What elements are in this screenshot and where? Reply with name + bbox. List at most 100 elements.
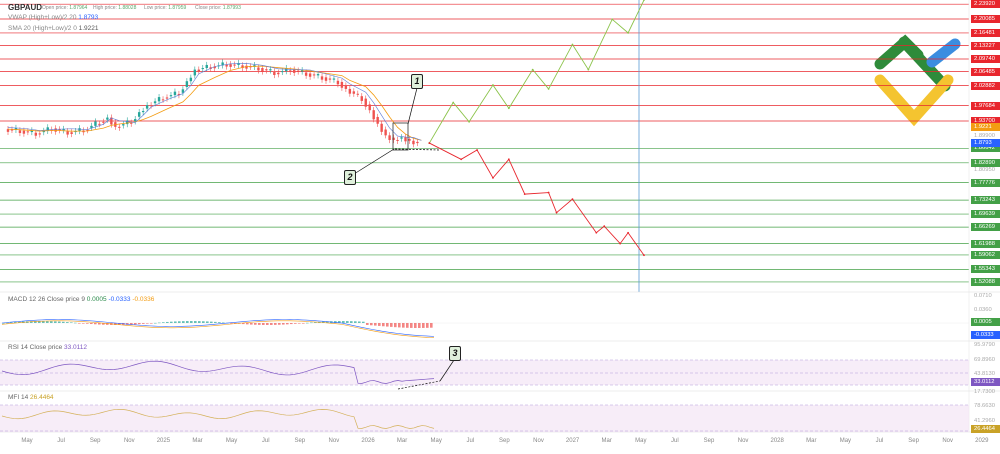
price-level-tag: 1.59062: [971, 250, 1000, 259]
forecast-bullish-point: [643, 0, 645, 1]
macd-histogram-bar: [114, 323, 117, 325]
macd-histogram-bar: [118, 323, 121, 325]
macd-legend-macd: -0.0333: [108, 296, 131, 303]
mfi-axis-label: 78.6630: [974, 403, 995, 409]
time-axis-label: Sep: [499, 438, 510, 444]
forecast-bullish-point: [492, 84, 494, 86]
sma-legend-name: SMA 20 (High+Low)/2 0: [8, 25, 77, 32]
candle-body: [376, 116, 379, 124]
rsi-axis-label: 95.9790: [974, 342, 995, 348]
logo-stroke: [898, 36, 951, 92]
candle-body: [400, 137, 403, 139]
macd-line: [1, 319, 435, 337]
candle-body: [261, 68, 264, 72]
candle-body: [320, 76, 324, 80]
macd-histogram-bar: [246, 323, 249, 325]
candle-body: [30, 130, 34, 133]
candle-body: [332, 78, 336, 80]
candle-body: [161, 99, 165, 101]
vwap-line: [7, 63, 422, 141]
macd-histogram-bar: [142, 323, 145, 324]
macd-histogram-bar: [2, 323, 5, 324]
time-axis-label: Jul: [671, 438, 679, 444]
vwap-legend-value: 1.8793: [78, 14, 99, 21]
candle-body: [185, 81, 189, 87]
price-level-tag: 1.55343: [971, 265, 1000, 274]
forecast-bullish-point: [571, 43, 574, 46]
macd-histogram-bar: [174, 321, 177, 323]
candle-body: [62, 128, 65, 131]
macd-histogram-bar: [422, 323, 425, 328]
macd-histogram-bar: [198, 321, 201, 323]
macd-histogram-bar: [410, 323, 413, 328]
macd-histogram-bar: [326, 321, 329, 323]
indicator-price-tag: 1.8793: [971, 139, 1000, 148]
macd-histogram-bar: [202, 321, 205, 323]
candle-body: [106, 117, 109, 120]
macd-histogram-bar: [282, 323, 285, 325]
macd-signal-line: [1, 320, 435, 338]
macd-histogram-bar: [90, 323, 93, 325]
callout-1: 1: [411, 74, 423, 89]
macd-histogram-bar: [430, 323, 433, 328]
price-level-tag: 2.09740: [971, 55, 1000, 63]
macd-histogram-bar: [30, 321, 33, 323]
indicator-price-tag: 1.9221: [971, 122, 1000, 131]
vwap-legend: VWAP (High+Low)/2 20 1.8793: [8, 14, 98, 22]
candle-body: [102, 121, 105, 123]
macd-histogram-bar: [294, 323, 297, 324]
macd-histogram-bar: [86, 323, 89, 324]
macd-histogram-bar: [354, 321, 357, 323]
macd-histogram-bar: [298, 323, 301, 324]
candle-body: [289, 70, 292, 72]
macd-histogram-bar: [242, 323, 245, 325]
candle-body: [137, 112, 141, 117]
price-axis-label: 1.89900: [974, 132, 995, 139]
rsi-axis-label: 69.8960: [974, 357, 995, 363]
price-axis-label: 1.80950: [974, 167, 995, 174]
ohlc-item: High price: 1.88028: [93, 5, 136, 11]
ohlc-value: 1.87959: [168, 5, 187, 11]
candle-body: [122, 124, 125, 126]
candle-body: [193, 69, 197, 76]
macd-histogram-bar: [154, 322, 157, 324]
macd-histogram-bar: [170, 321, 173, 323]
price-level-tag: 2.20085: [971, 15, 1000, 23]
candle-body: [86, 129, 89, 131]
candle-body: [78, 128, 81, 132]
macd-histogram-bar: [78, 323, 81, 324]
candle-body: [197, 69, 200, 72]
forecast-bullish-point: [611, 18, 614, 21]
macd-histogram-bar: [210, 321, 213, 323]
candle-body: [281, 71, 284, 73]
macd-value-tag: -0.0333: [971, 331, 1000, 339]
candle-body: [364, 98, 367, 107]
candle-body: [10, 129, 14, 131]
time-axis-label: Jul: [466, 438, 475, 444]
ohlc-label: High price:: [93, 5, 119, 11]
candle-body: [134, 119, 137, 122]
forecast-bearish-point: [547, 191, 550, 194]
time-axis-label: 2026: [361, 438, 375, 444]
time-axis-label: Nov: [328, 438, 340, 444]
candle-body: [34, 132, 38, 136]
candle-body: [50, 129, 53, 131]
rsi-axis-label: 43.8130: [974, 371, 995, 377]
macd-axis-label: 0.0360: [974, 307, 992, 313]
candle-body: [145, 105, 149, 109]
candle-body: [225, 64, 228, 67]
forecast-bearish-point: [523, 193, 526, 196]
pattern-box: [392, 122, 409, 151]
candle-body: [312, 74, 316, 76]
time-axis-label: May: [430, 438, 442, 444]
support-dashed-line: [394, 148, 441, 151]
candle-body: [98, 123, 101, 125]
macd-histogram-bar: [178, 321, 181, 323]
candle-body: [356, 93, 359, 95]
macd-histogram-bar: [406, 323, 409, 328]
macd-histogram-bar: [106, 323, 109, 325]
candle-body: [384, 129, 387, 136]
forecast-bearish-point: [619, 242, 622, 245]
mfi-legend: MFI 14 26.4464: [8, 394, 54, 402]
